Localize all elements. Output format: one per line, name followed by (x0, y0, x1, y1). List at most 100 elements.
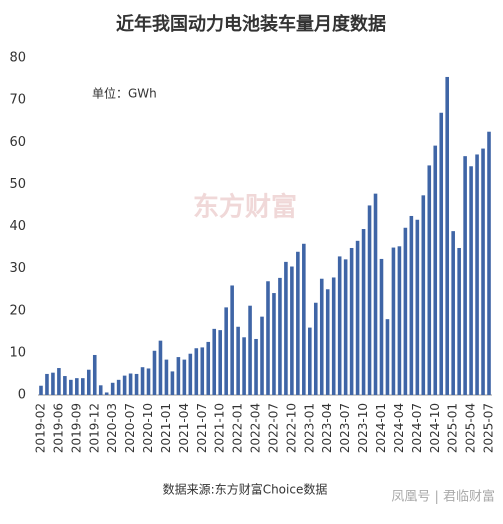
bar (230, 285, 234, 395)
y-tick-label: 80 (9, 51, 26, 66)
bar (337, 256, 342, 395)
bar (128, 373, 133, 395)
x-tick-label: 2025-04 (464, 403, 478, 453)
bar (266, 281, 270, 395)
bar (313, 302, 318, 395)
bar (158, 340, 163, 395)
bar (445, 76, 449, 396)
unit-label: 单位：GWh (92, 86, 157, 101)
x-tick-label: 2024-04 (392, 403, 406, 453)
bar (433, 145, 438, 395)
bar (278, 277, 282, 395)
bar (212, 328, 217, 395)
bar (451, 231, 455, 395)
bar (194, 348, 199, 395)
x-tick-label: 2023-10 (356, 403, 370, 453)
bar (254, 338, 258, 395)
x-tick-label: 2020-10 (141, 403, 155, 453)
x-tick-label: 2024-10 (428, 403, 442, 453)
x-tick-label: 2022-04 (249, 403, 263, 453)
x-tick-label: 2023-04 (320, 403, 334, 453)
y-tick-label: 70 (9, 93, 26, 108)
x-tick-label: 2024-01 (374, 403, 388, 453)
x-tick-label: 2023-07 (338, 403, 352, 453)
bar (481, 148, 485, 395)
source: 数据来源:东方财富Choice数据 (163, 482, 328, 497)
bar (51, 372, 55, 395)
bar (45, 373, 49, 395)
bar (427, 165, 432, 395)
bar (170, 371, 175, 395)
bar (469, 166, 473, 395)
bar (75, 378, 79, 395)
bar (122, 375, 127, 395)
x-tick-label: 2025-07 (482, 403, 496, 453)
bar (206, 341, 211, 395)
bar (391, 247, 396, 395)
bar (475, 154, 479, 395)
bar (182, 359, 187, 395)
x-tick-label: 2020-07 (123, 403, 137, 453)
y-tick-label: 0 (18, 388, 26, 403)
bar (110, 382, 115, 395)
bar (415, 219, 420, 395)
bar (236, 326, 240, 395)
bar (302, 243, 306, 395)
bar (116, 379, 121, 395)
x-tick-label: 2019-06 (51, 403, 65, 453)
bar (487, 131, 491, 395)
y-tick-label: 40 (9, 219, 26, 234)
bar (355, 240, 360, 395)
bar (39, 385, 43, 395)
bar (409, 215, 414, 395)
bar (69, 379, 73, 395)
x-tick-label: 2021-01 (159, 403, 173, 453)
bar (152, 350, 157, 395)
bar (224, 307, 228, 395)
y-tick-label: 20 (9, 303, 26, 318)
bar (421, 195, 426, 395)
x-tick-label: 2020-03 (105, 403, 119, 453)
bar (98, 385, 103, 395)
watermark: 东方财富 (193, 192, 297, 223)
bar (164, 359, 169, 395)
bar (439, 112, 444, 395)
bar (92, 354, 97, 395)
x-tick-label: 2019-12 (87, 403, 101, 453)
x-tick-label: 2021-04 (177, 403, 191, 453)
x-tick-label: 2023-01 (302, 403, 316, 453)
bar (290, 266, 294, 395)
bar (272, 293, 276, 395)
bar (57, 368, 61, 395)
bar (367, 205, 372, 395)
bar (63, 376, 67, 395)
bar (86, 369, 91, 395)
bar (397, 246, 402, 395)
y-tick-label: 30 (9, 261, 26, 276)
bar (361, 229, 366, 395)
x-tick-label: 2024-07 (410, 403, 424, 453)
bar (325, 289, 330, 395)
bar (260, 316, 264, 395)
bar (81, 378, 85, 395)
footer-watermark: 凤凰号 | 君临财富 (391, 489, 495, 505)
bar (146, 368, 151, 395)
chart-title: 近年我国动力电池装车量月度数据 (116, 13, 386, 35)
bar (463, 156, 467, 395)
x-tick-label: 2022-01 (231, 403, 245, 453)
x-tick-label: 2025-01 (446, 403, 460, 453)
bar (319, 278, 324, 395)
x-tick-label: 2022-07 (266, 403, 280, 453)
bar (176, 357, 181, 395)
bar (385, 319, 390, 395)
bar (248, 305, 252, 395)
x-tick-label: 2019-02 (33, 403, 47, 453)
x-tick-label: 2021-07 (195, 403, 209, 453)
bar (296, 251, 300, 395)
bar (373, 193, 378, 395)
bar (104, 392, 109, 395)
bar (134, 373, 139, 395)
bar (200, 347, 205, 395)
bar (218, 330, 222, 395)
